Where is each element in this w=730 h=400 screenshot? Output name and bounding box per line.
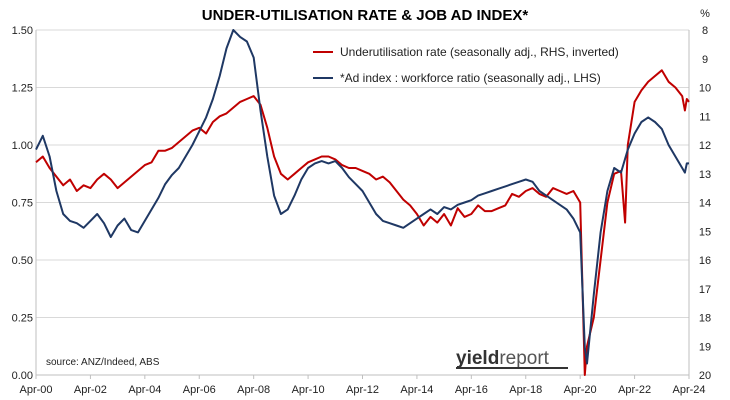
left-tick-label: 1.25 [12, 83, 33, 95]
source-note: source: ANZ/Indeed, ABS [46, 357, 160, 368]
x-axis: Apr-00 Apr-02 Apr-04 Apr-06 Apr-08 Apr-10 Apr-… [19, 375, 706, 396]
series-line-underutilisation [35, 69, 690, 376]
x-tick-label: Apr-12 [346, 384, 379, 396]
right-tick-label: 17 [699, 284, 711, 296]
right-tick-label: 9 [702, 54, 708, 66]
gridlines [36, 29, 689, 376]
left-tick-label: 1.00 [12, 140, 33, 152]
logo-part-report: report [499, 348, 549, 369]
x-tick-label: Apr-16 [455, 384, 488, 396]
right-tick-label: 11 [699, 111, 710, 123]
x-tick-label: Apr-06 [183, 384, 216, 396]
right-tick-label: 13 [699, 169, 711, 181]
left-tick-label: 0.75 [12, 198, 33, 210]
left-axis: 0.00 0.25 0.50 0.75 1.00 1.25 1.50 [12, 25, 33, 382]
x-tick-label: Apr-14 [400, 384, 433, 396]
logo-underline [456, 367, 568, 369]
right-tick-label: 12 [699, 140, 711, 152]
left-tick-label: 0.50 [12, 255, 33, 267]
chart-title: UNDER-UTILISATION RATE & JOB AD INDEX* [202, 7, 529, 24]
series-layer [35, 29, 690, 376]
x-tick-label: Apr-00 [19, 384, 52, 396]
logo-part-yield: yield [456, 348, 499, 369]
right-tick-label: 20 [699, 370, 711, 382]
right-tick-label: 14 [699, 198, 711, 210]
left-tick-label: 0.00 [12, 370, 33, 382]
x-tick-label: Apr-20 [564, 384, 597, 396]
right-tick-label: 8 [702, 25, 708, 37]
right-tick-label: 18 [699, 313, 711, 325]
right-tick-label: 16 [699, 255, 711, 267]
left-tick-label: 1.50 [12, 25, 33, 37]
right-tick-label: 15 [699, 226, 711, 238]
right-axis: 8 9 10 11 12 13 14 15 16 17 18 19 20 [699, 25, 711, 382]
x-tick-label: Apr-22 [618, 384, 651, 396]
yieldreport-logo: yieldreport [456, 348, 568, 369]
x-tick-label: Apr-24 [672, 384, 705, 396]
right-tick-label: 19 [699, 341, 711, 353]
left-tick-label: 0.25 [12, 313, 33, 325]
legend: Underutilisation rate (seasonally adj., … [313, 45, 619, 85]
x-tick-label: Apr-04 [128, 384, 161, 396]
x-tick-label: Apr-10 [292, 384, 325, 396]
right-axis-unit: % [700, 8, 710, 20]
x-tick-label: Apr-02 [74, 384, 107, 396]
svg-text:yieldreport: yieldreport [456, 348, 550, 369]
legend-label-ad-index: *Ad index : workforce ratio (seasonally … [340, 71, 601, 85]
legend-label-underutilisation: Underutilisation rate (seasonally adj., … [340, 45, 619, 59]
series-line-ad-index [35, 29, 689, 365]
right-tick-label: 10 [699, 83, 711, 95]
x-tick-label: Apr-08 [237, 384, 270, 396]
x-tick-label: Apr-18 [509, 384, 542, 396]
